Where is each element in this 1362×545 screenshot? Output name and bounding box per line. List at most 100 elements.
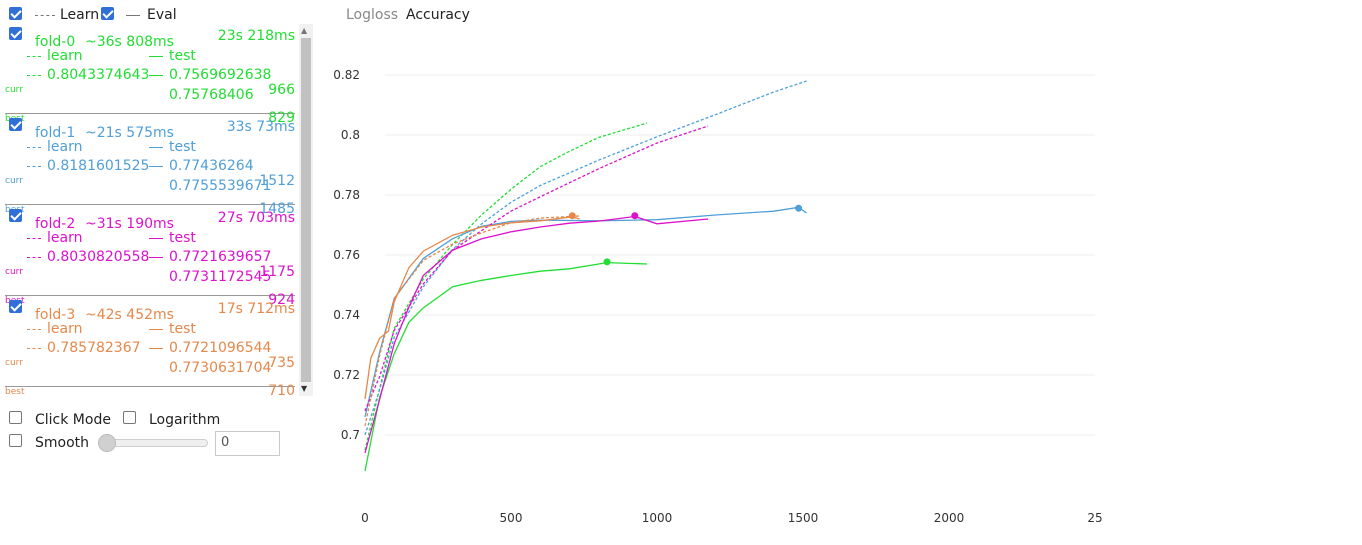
x-tick-label: 1500	[788, 511, 819, 525]
smooth-value-input[interactable]: 0	[215, 431, 280, 456]
fold-test-curr-value: 0.7721639657	[169, 249, 272, 265]
fold-learn-label: learn	[47, 230, 83, 246]
best-point-marker	[795, 204, 803, 212]
accuracy-chart[interactable]: 0.7 0.72 0.74 0.76 0.78 0.8 0.82 0 500 1000 1500 20…	[330, 60, 1110, 535]
fold-2-checkbox[interactable]	[9, 209, 22, 222]
fold-best-iteration: 1485	[259, 201, 295, 217]
fold-0-checkbox[interactable]	[9, 27, 22, 40]
fold-test-label: test	[169, 48, 196, 64]
fold-1-checkbox[interactable]	[9, 118, 22, 131]
fold-test-curr-value: 0.77436264	[169, 158, 254, 174]
series-line	[364, 261, 648, 472]
fold-learn-curr-dash	[27, 257, 41, 258]
fold-learn-dash	[27, 147, 41, 148]
fold-name: fold-2	[35, 216, 76, 232]
fold-time-total: 33s 73ms	[226, 119, 295, 135]
y-tick-label: 0.72	[333, 368, 360, 382]
fold-best-iteration: 924	[268, 292, 295, 308]
fold-learn-curr-dash	[27, 166, 41, 167]
x-tick-label: 0	[361, 511, 369, 525]
fold-3-checkbox[interactable]	[9, 300, 22, 313]
fold-curr-iteration: 735	[268, 355, 295, 371]
fold-test-curr-line	[149, 75, 163, 76]
fold-time-left: ~21s 575ms	[85, 125, 174, 141]
fold-learn-curr-value: 0.8030820558	[47, 249, 150, 265]
y-tick-label: 0.76	[333, 248, 360, 262]
fold-name: fold-0	[35, 34, 76, 50]
fold-learn-dash	[27, 56, 41, 57]
fold-time-total: 27s 703ms	[217, 210, 295, 226]
fold-test-curr-line	[149, 348, 163, 349]
fold-best-iteration: 710	[268, 383, 295, 399]
fold-learn-curr-dash	[27, 348, 41, 349]
fold-test-label: test	[169, 321, 196, 337]
fold-separator	[5, 295, 295, 296]
fold-test-curr-line	[149, 257, 163, 258]
scroll-down-icon[interactable]: ▼	[301, 384, 308, 393]
fold-test-curr-value: 0.7721096544	[169, 340, 272, 356]
fold-test-best-value: 0.7731172545	[169, 269, 272, 285]
fold-test-best-value: 0.7730631704	[169, 360, 272, 376]
fold-learn-curr-value: 0.8181601525	[47, 158, 150, 174]
series-line	[364, 125, 709, 412]
scroll-up-icon[interactable]: ▲	[301, 26, 308, 35]
fold-separator	[5, 113, 295, 114]
fold-test-best-value: 0.75768406	[169, 87, 254, 103]
fold-test-line	[149, 56, 163, 57]
fold-separator	[5, 204, 295, 205]
fold-best-label: best	[5, 387, 25, 397]
smooth-slider-thumb[interactable]	[98, 434, 116, 452]
y-tick-label: 0.82	[333, 68, 360, 82]
fold-test-curr-line	[149, 166, 163, 167]
fold-curr-iteration: 1175	[259, 264, 295, 280]
fold-list-scrollbar-thumb[interactable]	[301, 38, 311, 382]
fold-test-line	[149, 329, 163, 330]
tab-logloss[interactable]: Logloss	[346, 7, 399, 23]
fold-curr-label: curr	[5, 358, 23, 368]
y-tick-label: 0.8	[341, 128, 360, 142]
series-line	[364, 215, 580, 427]
fold-curr-label: curr	[5, 267, 23, 277]
best-point-marker	[631, 212, 639, 220]
fold-curr-iteration: 966	[268, 82, 295, 98]
fold-separator	[5, 386, 295, 387]
series-line	[364, 215, 709, 454]
click-mode-checkbox[interactable]	[9, 411, 22, 424]
best-point-marker	[603, 258, 611, 266]
fold-learn-dash	[27, 329, 41, 330]
fold-time-left: ~31s 190ms	[85, 216, 174, 232]
learn-checkbox[interactable]	[9, 7, 22, 20]
series-line	[364, 216, 580, 400]
smooth-slider[interactable]	[104, 439, 208, 447]
fold-learn-curr-value: 0.785782367	[47, 340, 141, 356]
fold-time-left: ~36s 808ms	[85, 34, 174, 50]
fold-learn-label: learn	[47, 321, 83, 337]
x-tick-label: 25	[1087, 511, 1102, 525]
logarithm-checkbox[interactable]	[123, 411, 136, 424]
y-tick-label: 0.7	[341, 428, 360, 442]
fold-time-left: ~42s 452ms	[85, 307, 174, 323]
x-tick-label: 2000	[934, 511, 965, 525]
fold-name: fold-3	[35, 307, 76, 323]
fold-test-label: test	[169, 230, 196, 246]
tab-accuracy[interactable]: Accuracy	[406, 7, 470, 23]
fold-curr-label: curr	[5, 176, 23, 186]
fold-curr-iteration: 1512	[259, 173, 295, 189]
series-line	[364, 80, 807, 436]
fold-learn-label: learn	[47, 139, 83, 155]
eval-legend-line	[126, 15, 140, 16]
series-line	[364, 206, 807, 418]
x-tick-label: 500	[500, 511, 523, 525]
smooth-label: Smooth	[35, 435, 90, 451]
smooth-checkbox[interactable]	[9, 434, 22, 447]
fold-time-total: 17s 712ms	[217, 301, 295, 317]
learn-legend-label: Learn	[60, 7, 100, 23]
y-tick-label: 0.74	[333, 308, 360, 322]
fold-test-line	[149, 238, 163, 239]
x-tick-label: 1000	[642, 511, 673, 525]
click-mode-label: Click Mode	[35, 412, 111, 428]
fold-test-line	[149, 147, 163, 148]
series-line	[364, 122, 648, 451]
fold-test-best-value: 0.7755539671	[169, 178, 272, 194]
eval-checkbox[interactable]	[101, 7, 114, 20]
